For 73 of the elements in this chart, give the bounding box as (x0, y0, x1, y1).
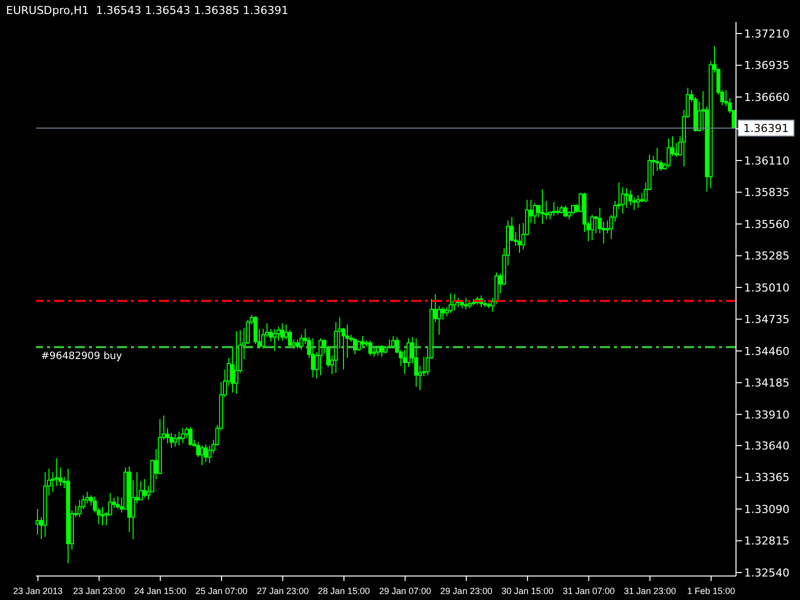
y-tick-label: 1.32540 (744, 566, 790, 580)
y-tick-label: 1.36110 (744, 154, 790, 168)
candlestick (356, 340, 361, 352)
candlestick (624, 188, 629, 208)
y-tick-label: 1.33090 (744, 502, 790, 516)
candlestick (234, 330, 238, 394)
candlestick (517, 223, 522, 254)
y-tick-label: 1.35835 (744, 186, 790, 200)
y-tick-label: 1.36660 (744, 90, 790, 104)
candlestick (272, 328, 277, 352)
candlestick (628, 190, 632, 206)
x-tick-label: 31 Jan 23:00 (624, 586, 676, 596)
candlestick (116, 496, 120, 510)
x-tick-label: 23 Jan 23:00 (73, 586, 126, 596)
x-tick-label: 1 Feb 15:00 (687, 586, 736, 596)
x-tick-label: 27 Jan 23:00 (256, 586, 309, 596)
candlestick (280, 322, 284, 342)
y-tick-label: 1.34735 (744, 313, 790, 326)
candlestick (169, 432, 174, 448)
candlestick (360, 335, 365, 347)
candlestick (100, 506, 105, 526)
candlestick (532, 202, 537, 224)
x-tick-label: 28 Jan 15:00 (318, 586, 370, 596)
y-tick-label: 1.33365 (744, 471, 790, 484)
candlestick (571, 205, 576, 216)
chart-title: EURUSDpro,H1 1.36543 1.36543 1.36385 1.36391 (6, 4, 288, 17)
candlestick (166, 428, 170, 444)
candlestick (414, 338, 418, 388)
x-tick-label: 31 Jan 07:00 (562, 586, 615, 596)
candlestick (173, 434, 178, 448)
candlestick (552, 202, 556, 216)
candlestick (640, 192, 644, 203)
candlestick (177, 431, 182, 446)
candlestick (200, 445, 204, 466)
y-tick-label: 1.35285 (744, 250, 790, 263)
candlestick (310, 338, 315, 378)
candlestick (180, 428, 185, 444)
y-tick-label: 1.36935 (744, 59, 790, 72)
candlestick (666, 138, 671, 168)
y-tick-label: 1.34460 (744, 344, 790, 358)
candlestick (464, 297, 468, 310)
x-tick-label: 25 Jan 07:00 (195, 586, 248, 596)
y-tick-label: 1.37210 (744, 27, 790, 40)
x-tick-label: 30 Jan 15:00 (502, 586, 554, 596)
candlestick (318, 338, 323, 376)
x-tick-label: 24 Jan 15:00 (134, 586, 186, 596)
candlestick (437, 305, 442, 336)
x-tick-label: 29 Jan 07:00 (379, 586, 432, 596)
candlestick (590, 214, 594, 241)
candlestick (563, 205, 568, 218)
candlestick (636, 194, 640, 208)
candlestick (296, 338, 300, 350)
x-tick-label: 23 Jan 2013 (13, 586, 63, 596)
candlestick (655, 147, 660, 172)
candlestick (620, 186, 625, 214)
candlestick (391, 335, 396, 350)
candlestick (142, 478, 147, 498)
y-tick-label: 1.35560 (744, 218, 790, 231)
x-tick-label: 29 Jan 23:00 (440, 586, 492, 596)
candlestick (540, 188, 544, 224)
candlestick (188, 426, 193, 446)
y-tick-label: 1.34185 (744, 376, 790, 390)
candlestick (204, 444, 208, 462)
candlestick (36, 508, 40, 535)
ref-line-label: 1.36391 (743, 122, 789, 136)
candlestick (78, 499, 82, 518)
y-tick-label: 1.35010 (744, 281, 790, 294)
candlestick (440, 306, 445, 320)
candlestick (448, 292, 453, 314)
ref-line-label: #96482909 buy (41, 351, 122, 362)
y-tick-label: 1.32815 (744, 534, 790, 548)
y-tick-label: 1.33910 (744, 408, 790, 422)
y-tick-label: 1.33640 (744, 439, 790, 452)
